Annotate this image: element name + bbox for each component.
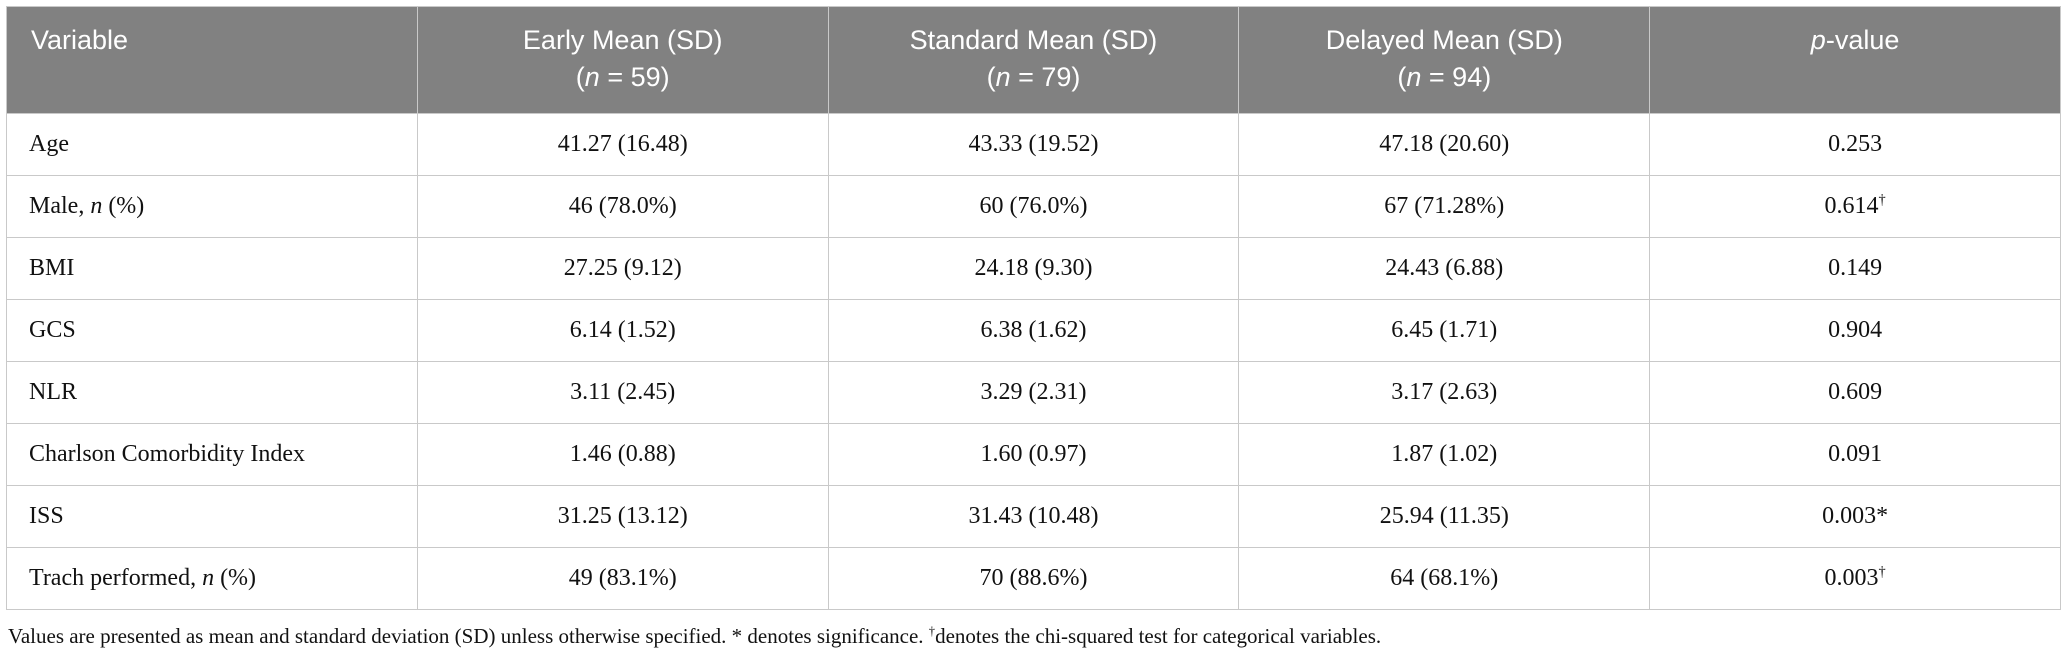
column-header-pvalue-p: p: [1810, 25, 1826, 55]
early-value-cell: 31.25 (13.12): [416, 485, 829, 548]
standard-value-cell: 43.33 (19.52): [827, 113, 1240, 176]
variable-label: Trach performed,: [29, 565, 203, 591]
variable-label-suffix: (%): [214, 565, 257, 591]
column-header-variable: Variable: [6, 6, 418, 114]
column-header-delayed: Delayed Mean (SD) (n = 94): [1238, 6, 1651, 114]
variable-label-cell: Age: [6, 113, 418, 176]
p-value-asterisk: *: [1876, 503, 1889, 529]
variable-label-cell: Male, n (%): [6, 175, 418, 238]
p-value-cell: 0.609: [1649, 361, 2061, 424]
column-header-delayed-n: (n = 94): [1397, 62, 1492, 92]
delayed-value-cell: 67 (71.28%): [1238, 175, 1651, 238]
footnote-text-continued: denotes the chi-squared test for categor…: [935, 624, 1382, 648]
column-header-standard-n: (n = 79): [986, 62, 1081, 92]
delayed-value-cell: 25.94 (11.35): [1238, 485, 1651, 548]
early-value-cell: 27.25 (9.12): [416, 237, 829, 300]
variable-label-cell: ISS: [6, 485, 418, 548]
variable-label: GCS: [29, 317, 76, 343]
early-value-cell: 3.11 (2.45): [416, 361, 829, 424]
p-value: 0.003: [1824, 565, 1879, 591]
standard-value-cell: 70 (88.6%): [827, 547, 1240, 610]
variable-label-suffix: (%): [102, 193, 145, 219]
table-row: Age 41.27 (16.48) 43.33 (19.52) 47.18 (2…: [6, 113, 2061, 176]
variable-label: Age: [29, 131, 69, 157]
p-value-cell: 0.614†: [1649, 175, 2061, 238]
table-row: BMI 27.25 (9.12) 24.18 (9.30) 24.43 (6.8…: [6, 237, 2061, 300]
table-footnote: Values are presented as mean and standar…: [6, 621, 2061, 651]
delayed-value-cell: 6.45 (1.71): [1238, 299, 1651, 362]
variable-label-cell: Charlson Comorbidity Index: [6, 423, 418, 486]
variable-label-cell: GCS: [6, 299, 418, 362]
standard-value-cell: 60 (76.0%): [827, 175, 1240, 238]
variable-label-cell: BMI: [6, 237, 418, 300]
table-row: Male, n (%) 46 (78.0%) 60 (76.0%) 67 (71…: [6, 175, 2061, 238]
p-value-cell: 0.003*: [1649, 485, 2061, 548]
footnote-text: Values are presented as mean and standar…: [8, 624, 929, 648]
p-value: 0.253: [1828, 131, 1883, 157]
variable-label-italic-n: n: [202, 565, 215, 591]
standard-value-cell: 3.29 (2.31): [827, 361, 1240, 424]
footnote-dagger-superscript: †: [928, 624, 936, 638]
p-value-dagger-superscript: †: [1878, 564, 1886, 580]
p-value: 0.149: [1828, 255, 1883, 281]
delayed-value-cell: 47.18 (20.60): [1238, 113, 1651, 176]
table-row: ISS 31.25 (13.12) 31.43 (10.48) 25.94 (1…: [6, 485, 2061, 548]
p-value: 0.003: [1822, 503, 1877, 529]
variable-label-cell: NLR: [6, 361, 418, 424]
early-value-cell: 49 (83.1%): [416, 547, 829, 610]
p-value-cell: 0.149: [1649, 237, 2061, 300]
table-row: NLR 3.11 (2.45) 3.29 (2.31) 3.17 (2.63) …: [6, 361, 2061, 424]
delayed-value-cell: 64 (68.1%): [1238, 547, 1651, 610]
variable-label: NLR: [29, 379, 77, 405]
early-value-cell: 1.46 (0.88): [416, 423, 829, 486]
early-value-cell: 46 (78.0%): [416, 175, 829, 238]
column-header-pvalue: p-value: [1649, 6, 2061, 114]
p-value-cell: 0.091: [1649, 423, 2061, 486]
column-header-early: Early Mean (SD) (n = 59): [416, 6, 829, 114]
standard-value-cell: 6.38 (1.62): [827, 299, 1240, 362]
column-header-early-n: (n = 59): [575, 62, 670, 92]
table-body: Age 41.27 (16.48) 43.33 (19.52) 47.18 (2…: [6, 113, 2061, 610]
delayed-value-cell: 1.87 (1.02): [1238, 423, 1651, 486]
variable-label-italic-n: n: [90, 193, 103, 219]
column-header-standard-title: Standard Mean (SD): [909, 25, 1158, 55]
variable-label: BMI: [29, 255, 75, 281]
p-value-cell: 0.003†: [1649, 547, 2061, 610]
standard-value-cell: 1.60 (0.97): [827, 423, 1240, 486]
early-value-cell: 41.27 (16.48): [416, 113, 829, 176]
column-header-variable-label: Variable: [31, 25, 129, 55]
summary-statistics-table: Variable Early Mean (SD) (n = 59) Standa…: [6, 6, 2061, 610]
column-header-delayed-title: Delayed Mean (SD): [1325, 25, 1563, 55]
p-value-cell: 0.253: [1649, 113, 2061, 176]
p-value: 0.091: [1828, 441, 1883, 467]
standard-value-cell: 31.43 (10.48): [827, 485, 1240, 548]
p-value: 0.614: [1824, 193, 1879, 219]
p-value: 0.904: [1828, 317, 1883, 343]
variable-label: Male,: [29, 193, 91, 219]
variable-label-cell: Trach performed, n (%): [6, 547, 418, 610]
header-row: Variable Early Mean (SD) (n = 59) Standa…: [6, 6, 2061, 114]
variable-label: Charlson Comorbidity Index: [29, 441, 305, 467]
p-value: 0.609: [1828, 379, 1883, 405]
p-value-cell: 0.904: [1649, 299, 2061, 362]
table-row: Charlson Comorbidity Index 1.46 (0.88) 1…: [6, 423, 2061, 486]
p-value-dagger-superscript: †: [1878, 192, 1886, 208]
early-value-cell: 6.14 (1.52): [416, 299, 829, 362]
table-row: GCS 6.14 (1.52) 6.38 (1.62) 6.45 (1.71) …: [6, 299, 2061, 362]
column-header-early-title: Early Mean (SD): [522, 25, 723, 55]
delayed-value-cell: 3.17 (2.63): [1238, 361, 1651, 424]
standard-value-cell: 24.18 (9.30): [827, 237, 1240, 300]
table-header: Variable Early Mean (SD) (n = 59) Standa…: [6, 6, 2061, 114]
variable-label: ISS: [29, 503, 64, 529]
delayed-value-cell: 24.43 (6.88): [1238, 237, 1651, 300]
table-row: Trach performed, n (%) 49 (83.1%) 70 (88…: [6, 547, 2061, 610]
column-header-pvalue-rest: -value: [1825, 25, 1900, 55]
column-header-standard: Standard Mean (SD) (n = 79): [827, 6, 1240, 114]
